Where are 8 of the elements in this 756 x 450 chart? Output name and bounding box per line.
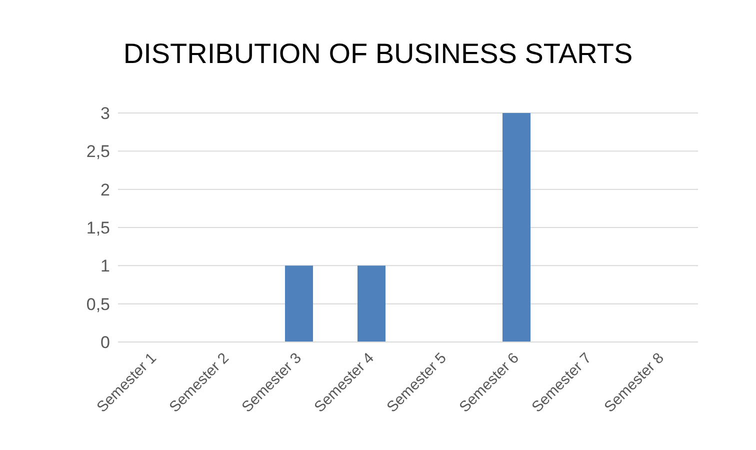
chart-title: DISTRIBUTION OF BUSINESS STARTS [122,37,634,71]
y-tick-label: 1 [100,256,110,276]
y-tick-label: 3 [100,104,110,124]
y-tick-label: 1,5 [86,218,110,238]
y-tick-label: 2 [100,180,110,200]
y-tick-label: 0 [100,333,110,352]
y-tick-label: 2,5 [86,142,110,162]
y-tick-label: 0,5 [86,294,110,314]
